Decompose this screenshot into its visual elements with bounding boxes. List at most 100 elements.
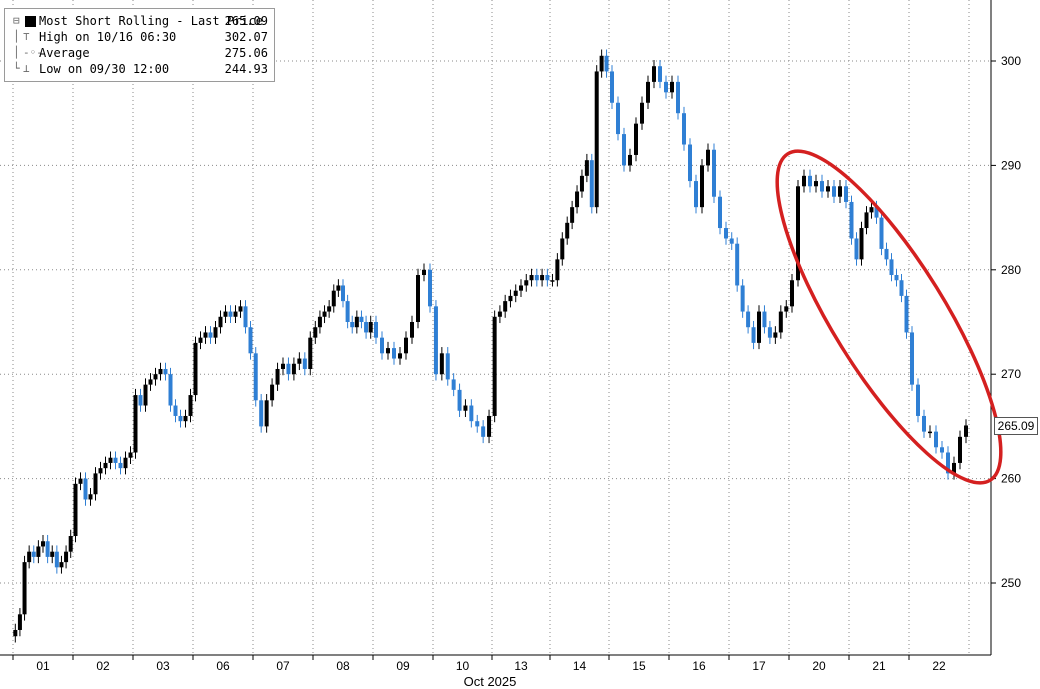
candle-body <box>133 395 138 453</box>
candle-body <box>513 290 518 296</box>
candle-body <box>73 483 78 537</box>
x-tick-label: 15 <box>632 659 646 673</box>
candle-body <box>724 228 728 239</box>
x-tick-label: 10 <box>456 659 470 673</box>
y-tick-label: 280 <box>1001 263 1021 277</box>
x-tick-label: 07 <box>276 659 290 673</box>
candle-body <box>422 269 426 276</box>
candle-body <box>814 181 818 187</box>
candle-body <box>291 363 296 375</box>
legend-low-label: Low on 09/30 12:00 <box>39 62 170 76</box>
candle-body <box>487 415 492 437</box>
candle-body <box>428 269 432 307</box>
candle-body <box>910 332 914 385</box>
candle-body <box>808 175 812 187</box>
candle-body <box>158 368 163 375</box>
candle-body <box>392 348 396 359</box>
candle-body <box>457 389 462 411</box>
tree-line-icon: │ <box>13 30 20 43</box>
candle-body <box>178 415 183 422</box>
candle-body <box>628 154 632 166</box>
candle-body <box>802 175 806 187</box>
candle-body <box>634 123 638 155</box>
candle-body <box>327 306 332 312</box>
candle-body <box>374 322 378 338</box>
candle-body <box>193 342 198 396</box>
candle-body <box>796 186 800 281</box>
candle-body <box>233 311 238 317</box>
candle-body <box>899 280 904 296</box>
legend-high-label: High on 10/16 06:30 <box>39 30 177 44</box>
candle-body <box>622 134 626 166</box>
y-tick-label: 290 <box>1001 158 1021 172</box>
candle-body <box>706 149 710 166</box>
candle-body <box>208 332 213 338</box>
candle-body <box>712 149 716 197</box>
candle-body <box>275 368 280 385</box>
candle-body <box>658 66 662 82</box>
legend-avg-label: Average <box>39 46 90 60</box>
candle-body <box>128 452 133 458</box>
candle-body <box>838 186 842 197</box>
candle-body <box>688 144 692 182</box>
x-tick-label: 20 <box>812 659 826 673</box>
average-marker-icon: -◦- <box>23 46 43 59</box>
legend-high-value: 302.07 <box>224 30 268 44</box>
candle-body <box>540 275 545 281</box>
candle-body <box>952 462 956 474</box>
legend-box: ⊟ Most Short Rolling - Last Price 265.09… <box>4 8 275 82</box>
candle-body <box>652 66 656 82</box>
candle-body <box>565 222 570 239</box>
candle-body <box>958 436 962 463</box>
candle-body <box>820 181 824 192</box>
candle-body <box>922 415 926 432</box>
y-tick-label: 300 <box>1001 54 1021 68</box>
candle-body <box>934 431 938 448</box>
candle-body <box>380 337 384 354</box>
candle-body <box>670 81 674 93</box>
x-tick-label: 16 <box>692 659 706 673</box>
low-marker-icon: ⊥ <box>23 62 30 75</box>
candle-body <box>13 629 18 637</box>
legend-row-high: │ ⊤ High on 10/16 06:30 302.07 <box>9 29 268 45</box>
candle-body <box>386 348 390 354</box>
candle-body <box>410 322 414 338</box>
candle-body <box>78 478 83 484</box>
candle-body <box>616 102 620 135</box>
candle-body <box>864 212 869 229</box>
candle-body <box>844 186 848 202</box>
candle-body <box>350 322 355 328</box>
x-tick-label: 21 <box>872 659 886 673</box>
candle-body <box>198 337 203 343</box>
candle-body <box>534 275 539 281</box>
candle-body <box>336 285 341 291</box>
candle-body <box>45 541 50 557</box>
candle-body <box>27 551 32 563</box>
candle-body <box>762 311 767 328</box>
candle-body <box>138 395 143 406</box>
candle-body <box>368 322 373 333</box>
candle-body <box>322 311 327 317</box>
collapse-icon[interactable]: ⊟ <box>13 14 20 27</box>
x-tick-label: 17 <box>752 659 766 673</box>
candle-body <box>946 452 950 474</box>
candle-body <box>248 327 253 354</box>
candle-body <box>253 353 258 401</box>
candle-body <box>36 546 41 557</box>
candle-body <box>317 316 322 328</box>
candle-body <box>22 562 27 615</box>
legend-avg-value: 275.06 <box>224 46 268 60</box>
candle-body <box>560 238 565 260</box>
y-tick-label: 250 <box>1001 576 1021 590</box>
candle-body <box>784 306 789 312</box>
candle-body <box>259 400 264 427</box>
candle-body <box>529 275 534 281</box>
candle-body <box>694 181 698 208</box>
candle-body <box>676 81 680 114</box>
candle-body <box>826 186 830 192</box>
candle-body <box>88 494 93 500</box>
candle-body <box>519 285 523 291</box>
x-tick-label: 09 <box>396 659 410 673</box>
candle-body <box>778 311 783 333</box>
